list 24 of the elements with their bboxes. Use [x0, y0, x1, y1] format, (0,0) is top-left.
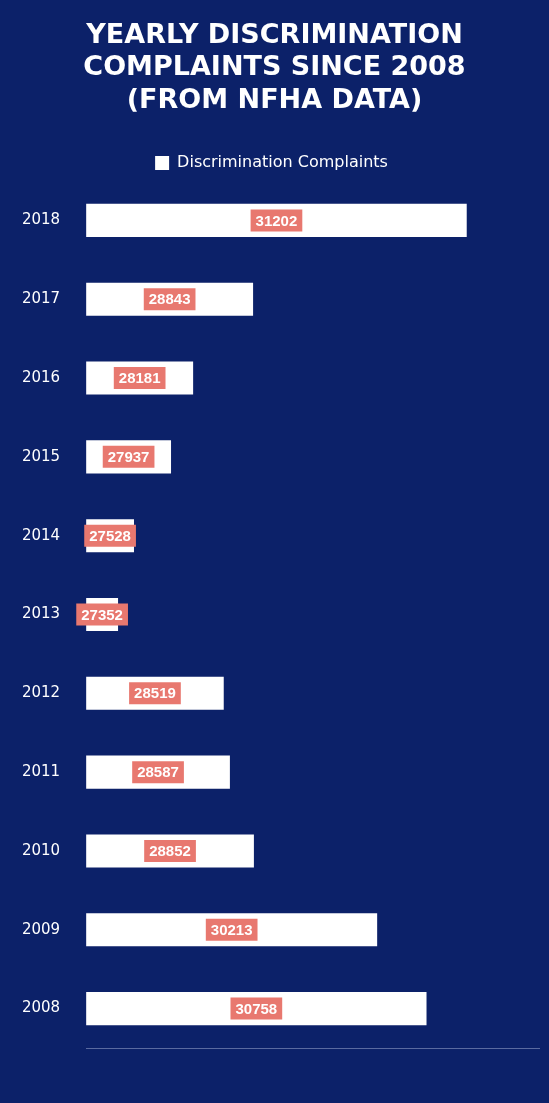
y-tick-label: 2016 [21, 368, 61, 387]
data-label: 30213 [210, 921, 253, 939]
data-label: 27352 [81, 605, 123, 623]
data-label: 27528 [89, 526, 131, 544]
y-tick-label: 2013 [21, 604, 61, 623]
data-label: 28587 [137, 763, 179, 781]
y-tick-label: 2008 [21, 998, 61, 1017]
y-tick-label: 2011 [21, 762, 61, 781]
y-tick-label: 2018 [21, 210, 61, 229]
data-label: 30758 [235, 999, 278, 1017]
y-tick-label: 2009 [21, 919, 61, 938]
legend-label: Discrimination Complaints [177, 152, 388, 172]
data-label: 28852 [149, 842, 191, 860]
y-tick-label: 2014 [21, 525, 61, 544]
data-label: 28519 [134, 684, 176, 702]
y-tick-label: 2015 [21, 446, 61, 465]
data-label: 31202 [255, 211, 298, 229]
y-tick-label: 2012 [21, 683, 61, 702]
y-tick-label: 2017 [21, 289, 61, 308]
data-label: 27937 [107, 448, 150, 466]
data-label: 28843 [148, 290, 191, 308]
chart-title: YEARLY DISCRIMINATION COMPLAINTS SINCE 2008 (FROM NFHA DATA) [82, 18, 467, 116]
y-tick-label: 2010 [21, 841, 61, 860]
data-label: 28181 [118, 369, 161, 387]
